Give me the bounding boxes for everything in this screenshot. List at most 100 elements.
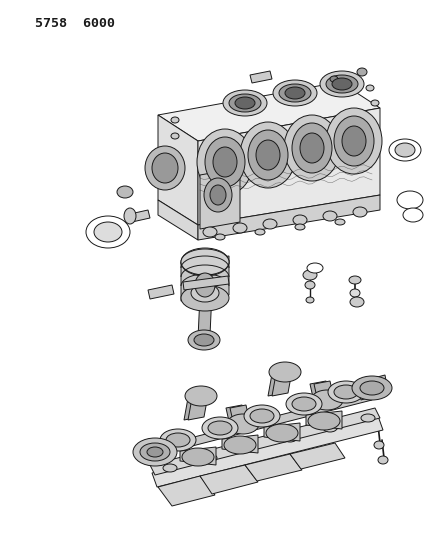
Polygon shape: [290, 443, 345, 469]
Polygon shape: [198, 195, 380, 240]
Ellipse shape: [145, 146, 185, 190]
Ellipse shape: [181, 249, 229, 275]
Ellipse shape: [352, 376, 392, 400]
Ellipse shape: [269, 362, 301, 382]
Polygon shape: [272, 371, 292, 396]
Ellipse shape: [334, 116, 374, 166]
Ellipse shape: [307, 263, 323, 273]
Ellipse shape: [235, 97, 255, 109]
Ellipse shape: [334, 385, 358, 399]
Ellipse shape: [215, 234, 225, 240]
Ellipse shape: [213, 147, 237, 177]
Ellipse shape: [124, 208, 136, 224]
Ellipse shape: [181, 285, 229, 311]
Polygon shape: [158, 115, 198, 225]
Ellipse shape: [397, 191, 423, 209]
Ellipse shape: [323, 211, 337, 221]
Ellipse shape: [283, 434, 297, 442]
Ellipse shape: [320, 71, 364, 97]
Text: 5758  6000: 5758 6000: [35, 17, 115, 30]
Ellipse shape: [326, 75, 358, 93]
Ellipse shape: [208, 421, 232, 435]
Ellipse shape: [303, 270, 317, 280]
Ellipse shape: [223, 90, 267, 116]
Ellipse shape: [203, 227, 217, 237]
Ellipse shape: [263, 219, 277, 229]
Ellipse shape: [292, 397, 316, 411]
Ellipse shape: [205, 137, 245, 187]
Polygon shape: [358, 375, 388, 400]
Ellipse shape: [171, 117, 179, 123]
Ellipse shape: [279, 84, 311, 102]
Ellipse shape: [305, 281, 315, 289]
Ellipse shape: [202, 417, 238, 439]
Ellipse shape: [357, 68, 367, 76]
Ellipse shape: [350, 289, 360, 297]
Ellipse shape: [233, 223, 247, 233]
Polygon shape: [150, 408, 380, 475]
Polygon shape: [245, 454, 302, 481]
Polygon shape: [184, 395, 204, 420]
Ellipse shape: [395, 143, 415, 157]
Ellipse shape: [147, 447, 163, 457]
Ellipse shape: [240, 122, 296, 188]
Ellipse shape: [378, 456, 388, 464]
Ellipse shape: [300, 133, 324, 163]
Polygon shape: [306, 411, 342, 429]
Polygon shape: [314, 381, 334, 402]
Ellipse shape: [323, 424, 337, 432]
Ellipse shape: [342, 126, 366, 156]
Ellipse shape: [311, 390, 343, 410]
Ellipse shape: [194, 334, 214, 346]
Ellipse shape: [330, 76, 338, 82]
Ellipse shape: [163, 464, 177, 472]
Ellipse shape: [295, 224, 305, 230]
Ellipse shape: [191, 284, 219, 302]
Polygon shape: [198, 292, 212, 338]
Ellipse shape: [140, 443, 170, 461]
Ellipse shape: [86, 216, 130, 248]
Polygon shape: [268, 371, 288, 396]
Polygon shape: [230, 405, 250, 426]
Polygon shape: [130, 210, 150, 222]
Ellipse shape: [204, 178, 232, 212]
Ellipse shape: [181, 248, 229, 276]
Ellipse shape: [284, 115, 340, 181]
Ellipse shape: [293, 215, 307, 225]
Polygon shape: [158, 476, 215, 506]
Ellipse shape: [374, 441, 384, 449]
Polygon shape: [158, 200, 198, 240]
Polygon shape: [155, 392, 372, 455]
Polygon shape: [181, 256, 229, 301]
Ellipse shape: [227, 414, 259, 434]
Ellipse shape: [256, 140, 280, 170]
Ellipse shape: [117, 186, 133, 198]
Ellipse shape: [360, 381, 384, 395]
Polygon shape: [180, 447, 216, 465]
Ellipse shape: [188, 330, 220, 350]
Polygon shape: [198, 108, 380, 225]
Ellipse shape: [328, 381, 364, 403]
Ellipse shape: [244, 405, 280, 427]
Polygon shape: [158, 82, 380, 141]
Ellipse shape: [255, 229, 265, 235]
Ellipse shape: [332, 78, 352, 90]
Ellipse shape: [185, 386, 217, 406]
Polygon shape: [152, 416, 383, 487]
Ellipse shape: [210, 185, 226, 205]
Ellipse shape: [335, 219, 345, 225]
Ellipse shape: [224, 436, 256, 454]
Ellipse shape: [371, 100, 379, 106]
Ellipse shape: [273, 80, 317, 106]
Ellipse shape: [292, 123, 332, 173]
Ellipse shape: [403, 208, 423, 222]
Polygon shape: [183, 276, 229, 290]
Ellipse shape: [266, 424, 298, 442]
Polygon shape: [148, 285, 174, 299]
Polygon shape: [188, 395, 208, 420]
Polygon shape: [200, 465, 258, 494]
Polygon shape: [222, 435, 258, 453]
Ellipse shape: [152, 153, 178, 183]
Ellipse shape: [195, 273, 215, 297]
Ellipse shape: [326, 108, 382, 174]
